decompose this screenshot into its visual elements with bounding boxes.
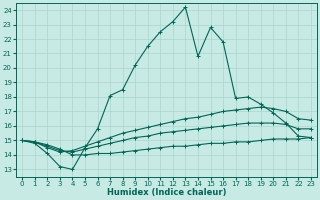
X-axis label: Humidex (Indice chaleur): Humidex (Indice chaleur) (107, 188, 226, 197)
